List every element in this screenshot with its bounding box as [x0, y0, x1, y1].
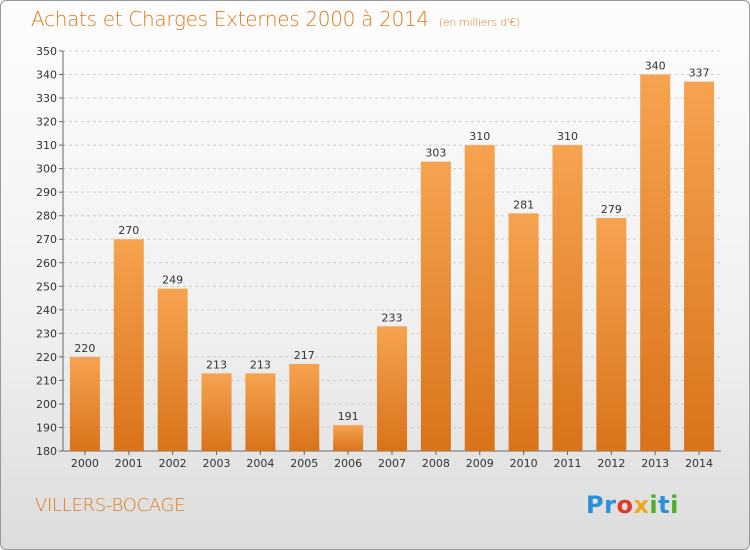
y-tick-label: 280	[36, 210, 57, 223]
y-tick-label: 310	[36, 139, 57, 152]
data-label: 233	[382, 311, 403, 324]
bar	[157, 288, 188, 451]
data-labels: 220 270 249 213 213 217 191 233 303 310 281 310 279 3…	[74, 60, 709, 424]
logo-letter: P	[586, 491, 605, 519]
y-tick-label: 200	[36, 398, 57, 411]
bar	[69, 356, 100, 451]
x-tick-label: 2011	[553, 457, 581, 470]
y-tick-label: 340	[36, 69, 57, 82]
x-tick-label: 2009	[466, 457, 494, 470]
bars	[69, 74, 715, 452]
data-label: 270	[118, 224, 139, 237]
data-label: 279	[601, 203, 622, 216]
bar	[640, 74, 671, 451]
x-tick-label: 2007	[378, 457, 406, 470]
title-text: Achats et Charges Externes 2000 à 2014	[31, 7, 429, 31]
x-tick-label: 2000	[71, 457, 99, 470]
x-tick-label: 2001	[115, 457, 143, 470]
bar	[684, 81, 715, 452]
data-label: 217	[294, 349, 315, 362]
bar	[333, 425, 364, 451]
bar	[201, 373, 232, 451]
data-label: 310	[469, 130, 490, 143]
y-tick-label: 290	[36, 186, 57, 199]
data-label: 213	[250, 358, 271, 371]
data-label: 249	[162, 274, 183, 287]
chart-title: Achats et Charges Externes 2000 à 2014 (e…	[31, 7, 520, 31]
place-name: VILLERS-BOCAGE	[35, 495, 186, 516]
logo-letter: x	[633, 491, 650, 519]
x-tick-label: 2005	[290, 457, 318, 470]
bar	[289, 363, 320, 451]
bar	[596, 218, 627, 451]
bar	[245, 373, 276, 451]
logo-letter: i	[649, 491, 659, 519]
bar	[508, 213, 539, 451]
axes: 180 190 200 210 220 230 240 250 260 270 280 290 300 3…	[36, 45, 721, 470]
x-tick-label: 2004	[246, 457, 274, 470]
y-tick-label: 190	[36, 421, 57, 434]
bar	[113, 239, 144, 451]
y-tick-label: 250	[36, 280, 57, 293]
data-label: 303	[425, 147, 446, 160]
x-tick-label: 2014	[685, 457, 713, 470]
x-tick-label: 2010	[510, 457, 538, 470]
x-tick-label: 2013	[641, 457, 669, 470]
y-tick-label: 330	[36, 92, 57, 105]
data-label: 310	[557, 130, 578, 143]
logo-letter: r	[604, 491, 617, 519]
y-tick-label: 300	[36, 163, 57, 176]
y-tick-label: 210	[36, 374, 57, 387]
bar	[377, 326, 407, 451]
bar	[464, 145, 495, 451]
x-tick-label: 2012	[597, 457, 625, 470]
data-label: 213	[206, 358, 227, 371]
logo-letter: o	[616, 491, 634, 519]
chart-subtitle: (en milliers d'€)	[438, 16, 521, 29]
data-label: 340	[645, 60, 666, 73]
y-tick-label: 230	[36, 327, 57, 340]
y-tick-label: 270	[36, 233, 57, 246]
data-label: 220	[74, 342, 95, 355]
x-tick-label: 2006	[334, 457, 362, 470]
logo-letter: t	[658, 491, 671, 519]
y-tick-label: 220	[36, 351, 57, 364]
y-tick-label: 260	[36, 257, 57, 270]
x-tick-label: 2003	[203, 457, 231, 470]
proxiti-logo: Proxiti	[586, 491, 679, 519]
bar	[420, 161, 451, 451]
y-tick-label: 240	[36, 304, 57, 317]
x-tick-label: 2002	[159, 457, 187, 470]
logo-letter: i	[670, 491, 679, 519]
x-tick-label: 2008	[422, 457, 450, 470]
data-label: 191	[338, 410, 359, 423]
data-label: 281	[513, 198, 534, 211]
y-tick-label: 320	[36, 116, 57, 129]
bar	[552, 145, 583, 451]
data-label: 337	[689, 67, 710, 80]
y-tick-label: 350	[36, 45, 57, 58]
y-tick-label: 180	[36, 445, 57, 458]
